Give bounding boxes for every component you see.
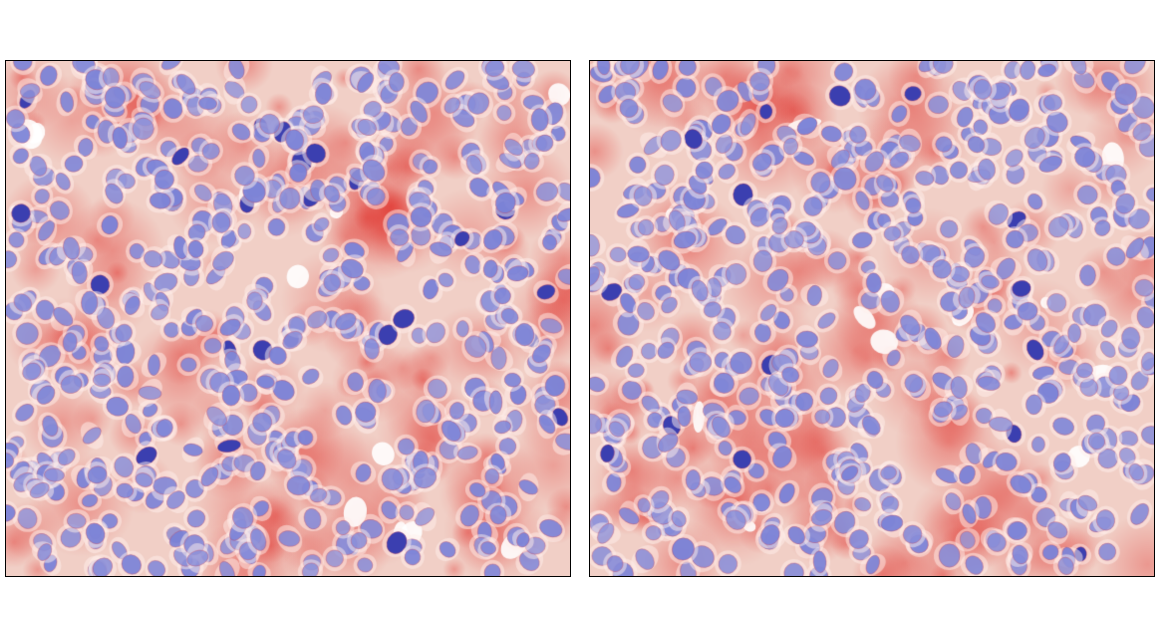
tissue-image-left [6,61,570,576]
ihc-micrograph-right [589,60,1155,577]
ihc-micrograph-left [5,60,571,577]
tissue-image-right [590,61,1154,576]
